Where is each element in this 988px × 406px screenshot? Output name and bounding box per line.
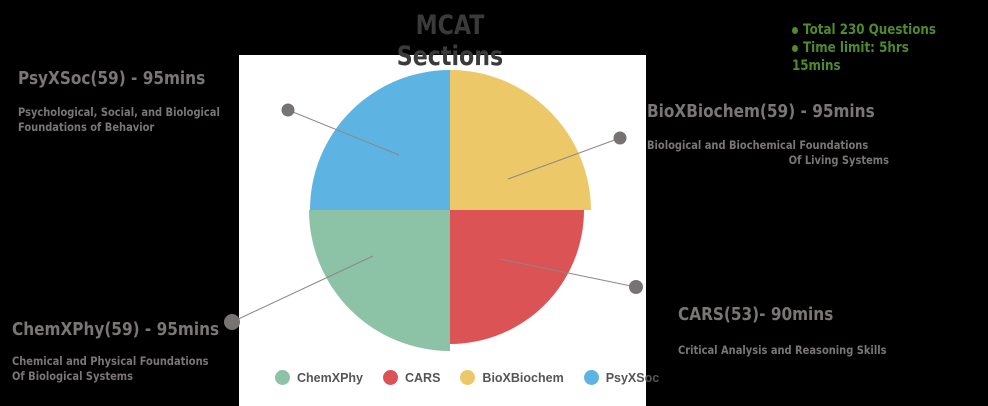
dot-chemxphy — [224, 314, 240, 330]
dot-bioxbiochem — [613, 131, 627, 145]
note-time-limit: Time limit: 5hrs 15mins — [792, 40, 909, 74]
summary-notes: Total 230 Questions Time limit: 5hrs 15m… — [792, 21, 959, 75]
slice-psyxsoc[interactable] — [310, 70, 450, 210]
leader-dots — [224, 103, 643, 330]
leader-lines — [231, 109, 637, 323]
label-chemxphy: ChemXPhy(59) - 95mins Chemical and Physi… — [12, 319, 220, 383]
bullet-icon — [792, 44, 798, 52]
slice-cars[interactable] — [450, 210, 584, 344]
legend-swatch-icon — [460, 370, 476, 385]
legend-item-chemxphy[interactable]: ChemXPhy — [275, 370, 363, 385]
slice-bioxbiochem[interactable] — [450, 70, 591, 210]
legend-item-cars[interactable]: CARS — [383, 370, 440, 385]
label-cars: CARS(53)- 90mins Critical Analysis and R… — [678, 304, 887, 357]
legend-item-psyxsoc[interactable]: PsyXSoc — [583, 370, 659, 385]
dot-psyxsoc — [281, 103, 295, 117]
label-bioxbiochem: BioXBiochem(59) - 95mins Biological and … — [647, 101, 889, 167]
label-psyxsoc: PsyXSoc(59) - 95mins Psychological, Soci… — [18, 68, 220, 134]
dot-cars — [629, 280, 643, 294]
legend-swatch-icon — [583, 370, 599, 385]
legend-swatch-icon — [275, 370, 290, 385]
note-total-questions: Total 230 Questions — [792, 21, 959, 39]
bullet-icon — [792, 26, 798, 34]
chart-title: MCAT Sections — [396, 10, 504, 72]
slice-chemxphy[interactable] — [309, 210, 450, 351]
legend-item-bioxbiochem[interactable]: BioXBiochem — [460, 370, 564, 385]
chart-legend: ChemXPhy CARS BioXBiochem PsyXSoc — [275, 370, 659, 385]
legend-swatch-icon — [383, 370, 398, 385]
